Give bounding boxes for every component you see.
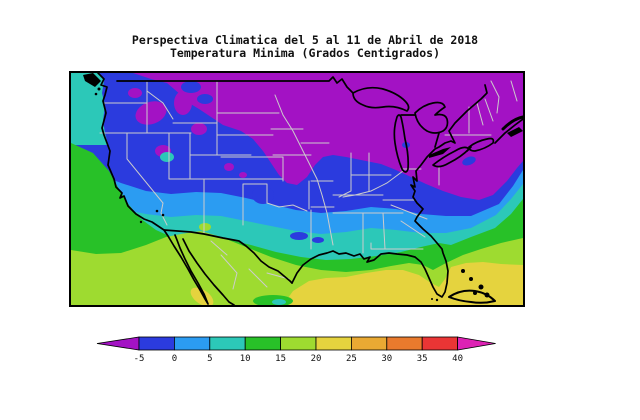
st-lawrence	[494, 118, 523, 144]
colorbar-tick-label: 30	[381, 354, 392, 364]
colorbar-segment	[209, 336, 246, 351]
title-line-1: Perspectiva Climatica del 5 al 11 de Abr…	[131, 33, 479, 47]
cold-pockets-purple	[128, 88, 247, 178]
colorbar-tick-label: 40	[452, 354, 463, 364]
colorbar-segment	[244, 336, 281, 351]
colorbar-tick-label: 15	[275, 354, 286, 364]
colorbar-tick-label: 0	[172, 354, 177, 364]
lake-connectors	[400, 114, 472, 152]
colorbar-segment	[386, 336, 423, 351]
coastline	[97, 73, 523, 305]
colorbar-segment	[280, 336, 317, 351]
mexico-coast	[182, 238, 235, 305]
map-canvas	[71, 73, 523, 305]
nova-scotia	[507, 127, 523, 137]
florida-keys	[435, 298, 439, 302]
islands	[83, 73, 523, 302]
lake-ontario	[468, 137, 495, 152]
colorbar-segment	[350, 336, 388, 351]
vancouver-island	[83, 73, 101, 87]
colorbar: -5 0 5 10 15 20 25 30 35 40	[95, 334, 505, 364]
page-title: Perspectiva Climatica del 5 al 11 de Abr…	[70, 34, 540, 60]
colorbar-arrow-left	[96, 336, 140, 351]
nova-scotia-coast	[501, 115, 523, 131]
colorbar-segment	[138, 336, 175, 351]
colorbar-tick-label: 20	[311, 354, 322, 364]
cool-pockets-blue	[181, 81, 476, 243]
state-borders	[99, 80, 518, 290]
lake-michigan	[393, 114, 410, 173]
us-canada-border	[116, 76, 354, 94]
colorbar-tick-label: 5	[207, 354, 212, 364]
cuba-outline	[448, 289, 496, 304]
lake-huron	[414, 101, 449, 134]
colorbar-arrow-right	[457, 336, 496, 351]
us-mexico-border	[163, 229, 293, 284]
lake-superior	[352, 86, 410, 112]
title-line-2: Temperatura Minima (Grados Centigrados)	[169, 46, 441, 60]
colorbar-segment	[315, 336, 352, 351]
colorbar-tick-label: 10	[240, 354, 251, 364]
long-island	[429, 147, 451, 158]
colorbar-tick-label: 35	[417, 354, 428, 364]
colorbar-segment	[174, 336, 211, 351]
pacific-coast	[97, 73, 209, 305]
colorbar-segment	[421, 336, 459, 351]
gulf-atlantic-coast	[291, 84, 488, 298]
colorbar-tick-label: 25	[346, 354, 357, 364]
map-frame	[69, 71, 525, 307]
colorbar-canvas: -5 0 5 10 15 20 25 30 35 40	[96, 336, 496, 364]
bahamas	[461, 269, 465, 273]
colorbar-tick-label: -5	[134, 354, 145, 364]
